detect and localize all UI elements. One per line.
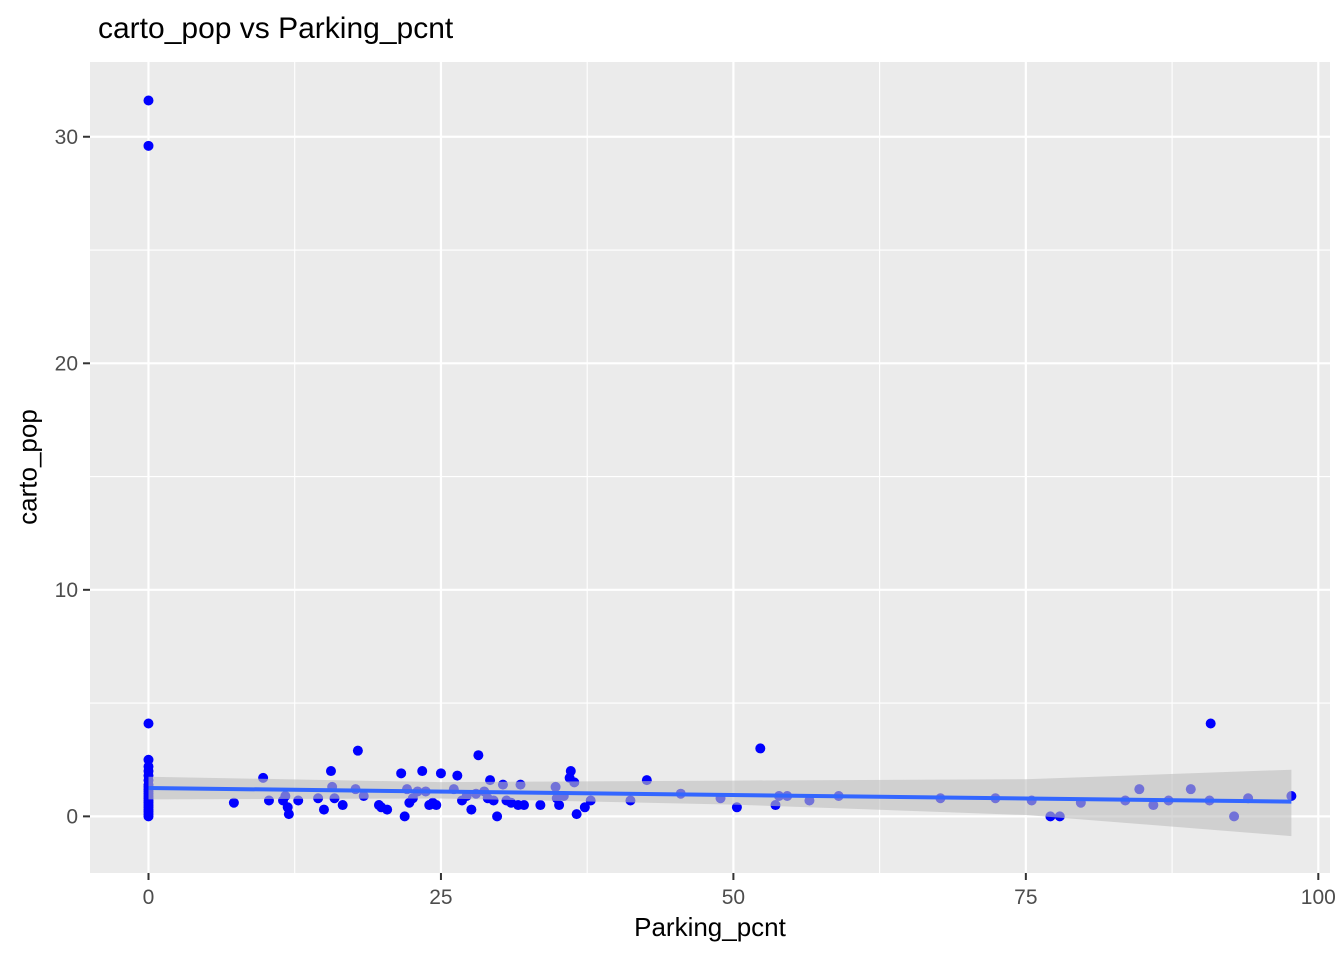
data-point xyxy=(755,743,766,754)
data-point xyxy=(731,802,742,813)
data-point xyxy=(143,811,154,822)
y-tick-label: 20 xyxy=(55,352,78,375)
data-point xyxy=(519,800,529,811)
data-point xyxy=(143,718,154,729)
y-tick-label: 10 xyxy=(55,579,78,602)
data-point xyxy=(431,800,442,811)
data-point xyxy=(571,809,582,820)
data-point xyxy=(337,800,348,811)
data-point xyxy=(396,768,407,779)
regression-line xyxy=(148,786,1292,804)
data-point xyxy=(382,804,393,815)
data-point xyxy=(452,770,463,781)
data-point xyxy=(325,766,336,777)
data-point xyxy=(473,750,484,761)
data-point xyxy=(228,797,239,808)
data-point xyxy=(579,802,590,813)
y-tick-label: 0 xyxy=(66,805,78,828)
y-axis-label: carto_pop xyxy=(12,409,43,525)
data-point xyxy=(554,800,565,811)
data-point xyxy=(283,809,294,820)
data-point xyxy=(1205,718,1216,729)
data-point xyxy=(466,804,477,815)
x-axis-label: Parking_pcnt xyxy=(634,912,786,942)
x-tick-label: 100 xyxy=(1301,886,1336,909)
data-point xyxy=(435,768,446,779)
x-tick-label: 75 xyxy=(1014,886,1037,909)
data-point xyxy=(417,766,428,777)
plot-panel xyxy=(90,62,1330,873)
chart-title: carto_pop vs Parking_pcnt xyxy=(98,12,454,45)
data-point xyxy=(535,800,546,811)
x-tick-label: 25 xyxy=(429,886,452,909)
y-tick-label: 30 xyxy=(55,126,78,149)
x-tick-label: 50 xyxy=(722,886,745,909)
data-point xyxy=(143,95,154,106)
data-point xyxy=(143,140,154,151)
data-point xyxy=(352,745,363,756)
data-point xyxy=(492,811,503,822)
x-tick-label: 0 xyxy=(143,886,155,909)
confidence-band xyxy=(148,769,1292,837)
data-point xyxy=(565,766,576,777)
data-point xyxy=(318,804,329,815)
data-point xyxy=(399,811,410,822)
